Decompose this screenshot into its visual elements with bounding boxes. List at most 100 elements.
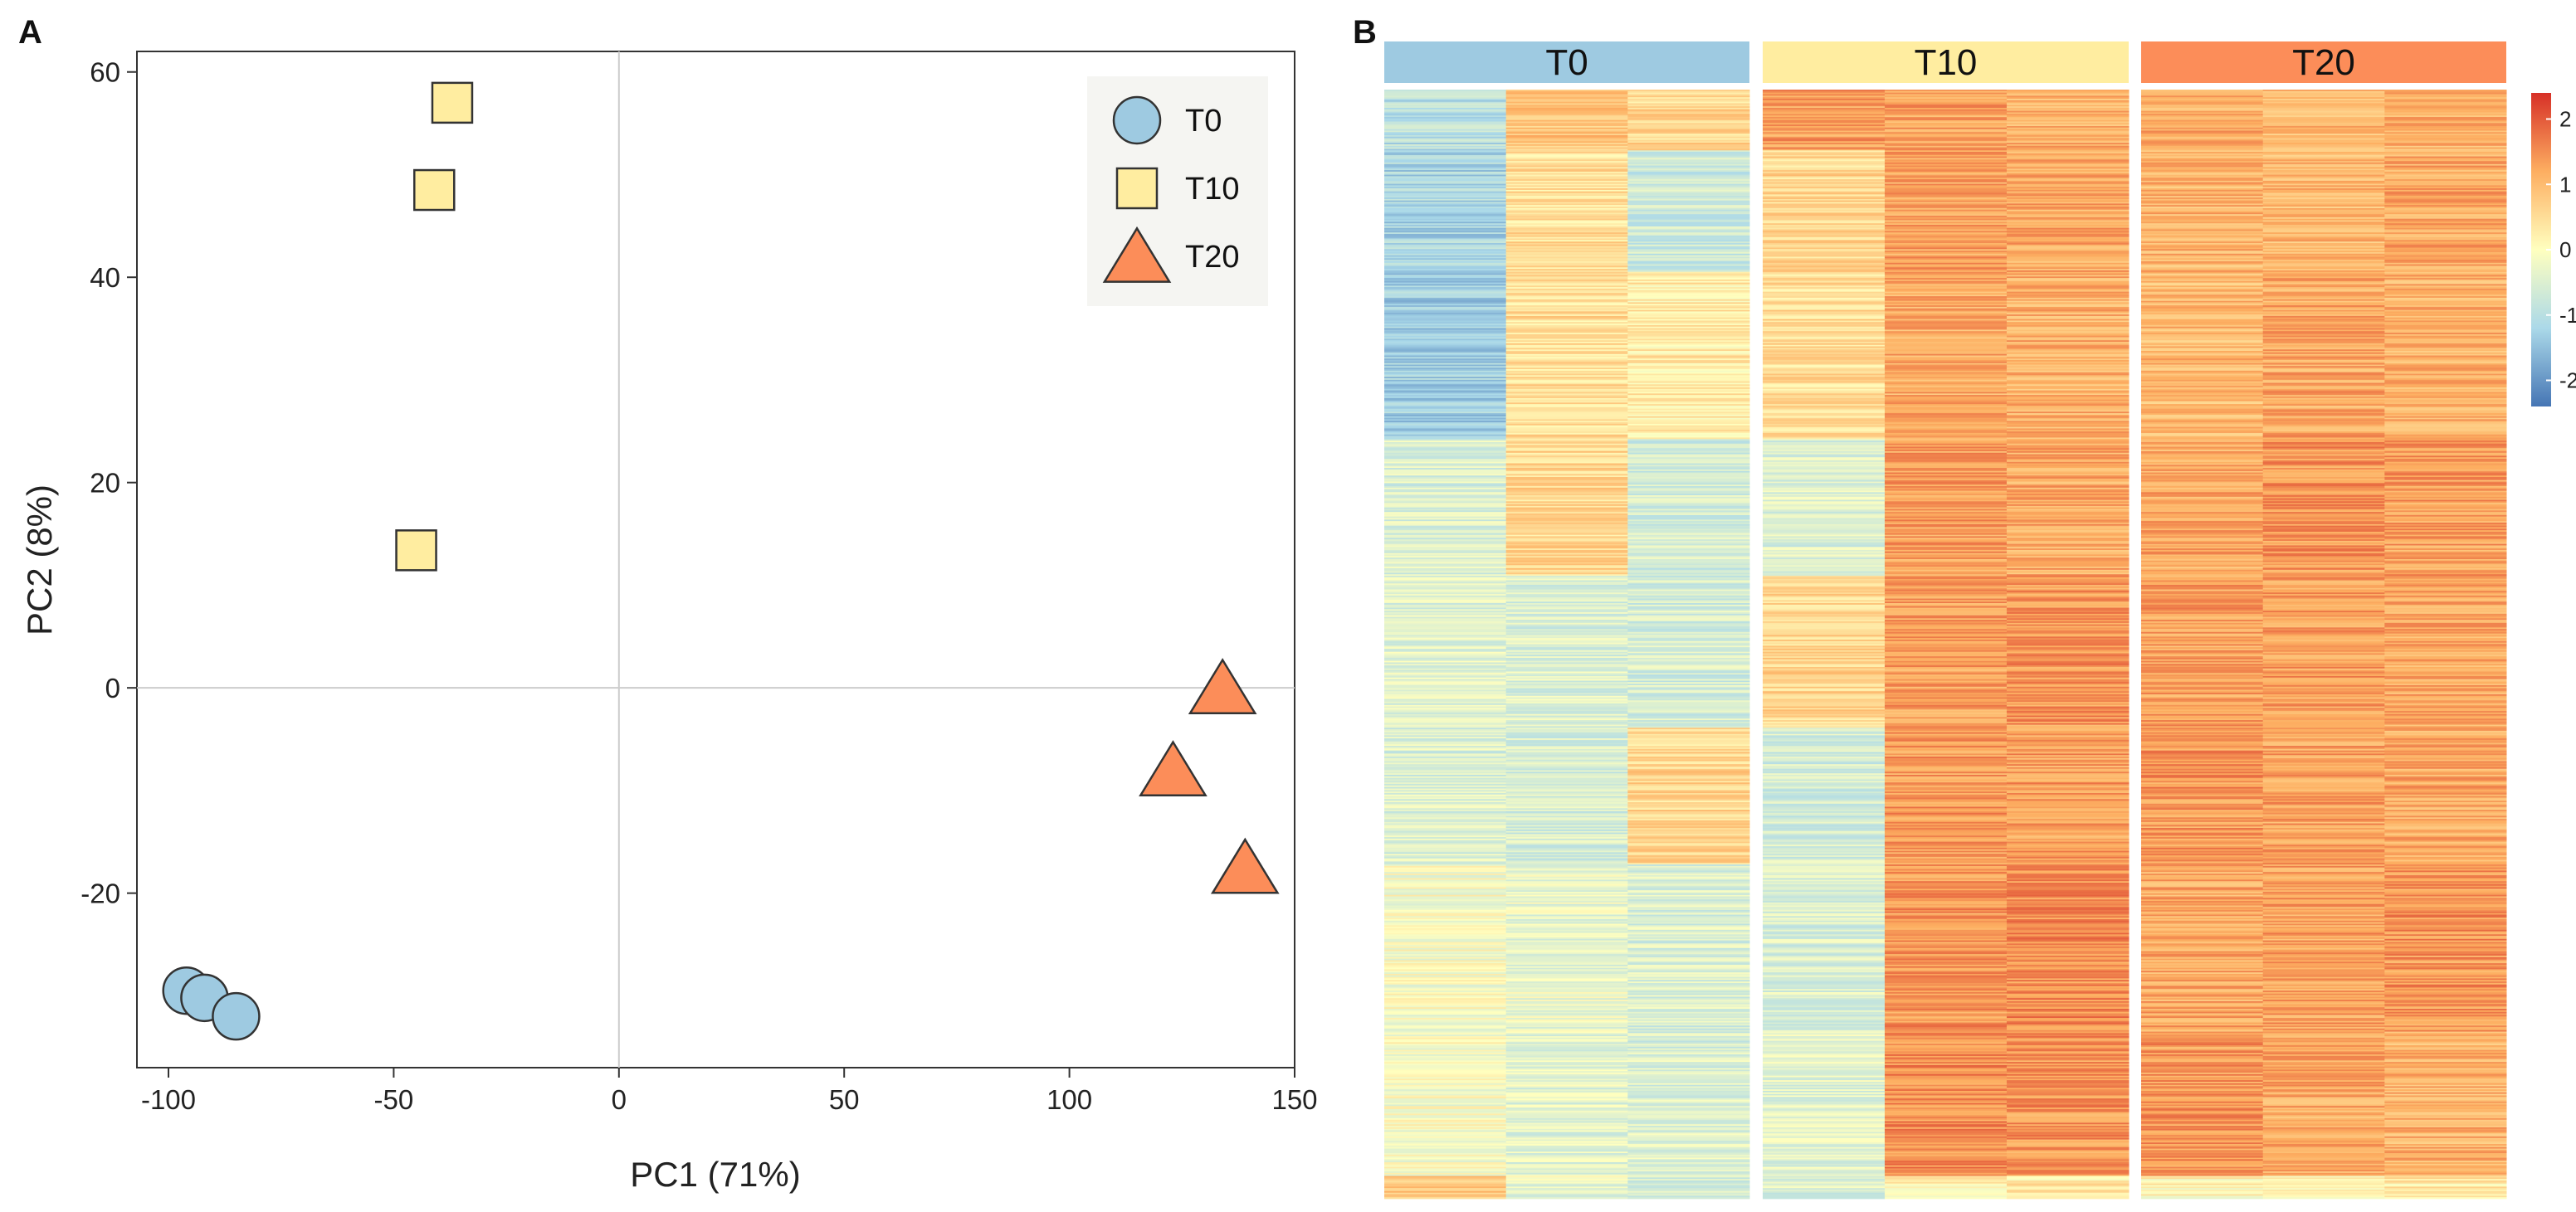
- heatmap-cell: [1885, 885, 2008, 888]
- heatmap-cell: [1627, 911, 1750, 914]
- heatmap-cell: [2384, 567, 2507, 569]
- heatmap-cell: [1763, 635, 1886, 637]
- heatmap-cell: [1627, 196, 1750, 198]
- heatmap-cell: [1627, 139, 1750, 142]
- heatmap-cell: [2262, 753, 2385, 756]
- heatmap-cell: [1384, 580, 1507, 582]
- heatmap-cell: [1384, 583, 1507, 586]
- heatmap-cell: [2384, 258, 2507, 260]
- heatmap-cell: [1384, 477, 1507, 479]
- heatmap-cell: [1763, 382, 1886, 385]
- heatmap-cell: [1627, 523, 1750, 527]
- heatmap-cell: [1505, 849, 1628, 851]
- heatmap-cell: [2007, 284, 2130, 286]
- heatmap-cell: [1763, 481, 1886, 484]
- heatmap-cell: [1885, 134, 2008, 138]
- heatmap-cell: [1885, 200, 2008, 202]
- heatmap-cell: [1885, 706, 2008, 708]
- heatmap-cell: [1763, 872, 1886, 874]
- heatmap-cell: [1384, 306, 1507, 309]
- heatmap-cell: [2007, 165, 2130, 168]
- heatmap-cell: [1505, 750, 1628, 752]
- heatmap-cell: [2384, 753, 2507, 756]
- heatmap-cell: [1885, 671, 2008, 674]
- heatmap-cell: [1763, 709, 1886, 712]
- heatmap-cell: [1763, 562, 1886, 564]
- heatmap-cell: [1763, 883, 1886, 887]
- heatmap-cell: [1763, 576, 1886, 578]
- heatmap-cell: [1505, 531, 1628, 534]
- heatmap-cell: [2384, 460, 2507, 463]
- heatmap-cell: [1505, 441, 1628, 445]
- heatmap-cell: [1384, 432, 1507, 436]
- heatmap-cell: [1505, 543, 1628, 546]
- heatmap-cell: [2007, 446, 2130, 449]
- heatmap-cell: [1885, 755, 2008, 757]
- heatmap-cell: [2262, 850, 2385, 853]
- heatmap-cell: [1505, 178, 1628, 180]
- heatmap-cell: [1505, 258, 1628, 260]
- heatmap-cell: [2141, 718, 2264, 721]
- heatmap-cell: [2384, 291, 2507, 294]
- heatmap-cell: [1885, 343, 2008, 346]
- heatmap-cell: [1627, 425, 1750, 427]
- heatmap-cell: [2262, 759, 2385, 762]
- heatmap-cell: [2141, 688, 2264, 690]
- heatmap-cell: [2141, 878, 2264, 880]
- heatmap-cell: [1627, 814, 1750, 816]
- heatmap-cell: [1885, 302, 2008, 304]
- heatmap-cell: [1384, 421, 1507, 423]
- heatmap-cell: [1505, 863, 1628, 865]
- heatmap-cell: [2007, 189, 2130, 192]
- heatmap-cell: [2141, 611, 2264, 613]
- heatmap-cell: [1763, 762, 1886, 765]
- heatmap-cell: [1627, 324, 1750, 328]
- heatmap-cell: [2262, 121, 2385, 124]
- heatmap-cell: [2262, 525, 2385, 528]
- heatmap-cell: [1627, 887, 1750, 889]
- heatmap-cell: [1627, 153, 1750, 156]
- heatmap-cell: [1505, 216, 1628, 218]
- heatmap-cell: [1627, 338, 1750, 341]
- heatmap-cell: [2007, 355, 2130, 358]
- heatmap-cell: [1885, 531, 2008, 534]
- heatmap-cell: [2262, 803, 2385, 806]
- heatmap-cell: [2141, 143, 2264, 145]
- heatmap-cell: [2384, 512, 2507, 514]
- heatmap-cell: [2007, 510, 2130, 513]
- heatmap-cell: [2384, 478, 2507, 481]
- heatmap-cell: [1505, 223, 1628, 226]
- heatmap-cell: [2384, 170, 2507, 173]
- heatmap-cell: [1627, 507, 1750, 509]
- heatmap-cell: [2384, 799, 2507, 801]
- heatmap-cell: [2262, 460, 2385, 463]
- heatmap-cell: [1384, 563, 1507, 566]
- heatmap-cell: [1885, 644, 2008, 646]
- heatmap-cell: [1763, 752, 1886, 754]
- heatmap-cell: [2007, 134, 2130, 138]
- heatmap-cell: [1505, 145, 1628, 148]
- heatmap-cell: [1763, 171, 1886, 174]
- heatmap-cell: [2262, 405, 2385, 408]
- heatmap-cell: [2007, 264, 2130, 266]
- heatmap-cell: [1627, 750, 1750, 752]
- heatmap-cell: [2007, 874, 2130, 878]
- heatmap-cell: [2007, 168, 2130, 171]
- heatmap-cell: [2262, 294, 2385, 297]
- heatmap-cell: [1763, 116, 1886, 119]
- heatmap-cell: [2262, 138, 2385, 140]
- heatmap-cell: [1763, 450, 1886, 454]
- heatmap-cell: [1627, 366, 1750, 368]
- heatmap-cell: [2384, 633, 2507, 635]
- heatmap-cell: [2384, 694, 2507, 697]
- heatmap-cell: [1384, 262, 1507, 265]
- heatmap-cell: [1505, 583, 1628, 586]
- heatmap-cell: [2141, 367, 2264, 370]
- heatmap-cell: [2384, 364, 2507, 367]
- heatmap-cell: [2007, 741, 2130, 743]
- heatmap-cell: [1763, 408, 1886, 411]
- heatmap-cell: [1384, 98, 1507, 101]
- heatmap-cell: [2384, 187, 2507, 189]
- heatmap-cell: [1885, 452, 2008, 455]
- heatmap-cell: [2384, 505, 2507, 509]
